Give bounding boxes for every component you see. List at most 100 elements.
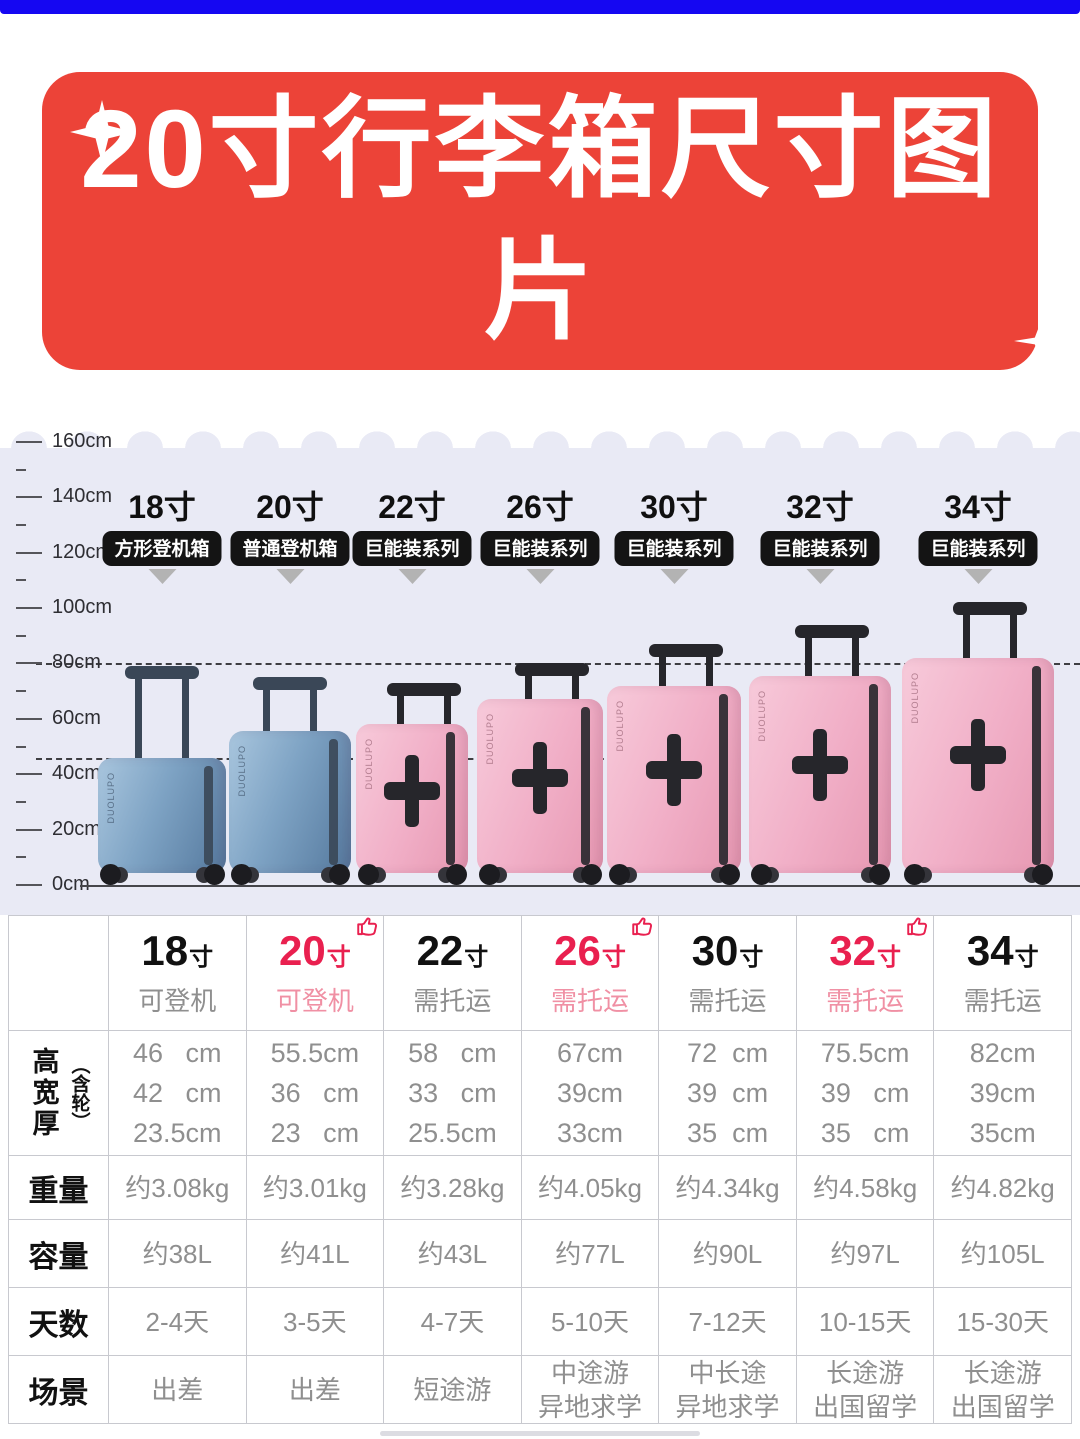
ruler-tick	[16, 440, 42, 443]
cell-value: 约90L	[692, 1238, 763, 1269]
size-comparison-table: 18 寸可登机 20 寸可登机 22 寸需托运 26 寸需托运 30 寸需托运 32 寸需托运 34 寸需…	[8, 915, 1072, 1424]
cell-value: 出差	[288, 1374, 341, 1405]
table-cell: 长途游 出国留学	[934, 1356, 1072, 1424]
pointer-triangle-icon	[805, 569, 834, 584]
brand-logo: DUOLUPO	[106, 771, 116, 824]
ruler-tick-label: 20cm	[52, 817, 101, 840]
pointer-triangle-icon	[275, 569, 304, 584]
luggage-handle-bar	[182, 672, 189, 780]
size-label-32寸: 32寸 巨能装系列	[760, 488, 880, 584]
series-pill: 巨能装系列	[480, 531, 600, 566]
cell-value: 约97L	[830, 1238, 900, 1269]
table-cell-dimensions: 75.5cm 39 cm 35 cm	[796, 1031, 935, 1156]
series-pill: 方形登机箱	[102, 531, 222, 566]
luggage-zip-trim	[204, 765, 213, 865]
ruler-tick-label: 40cm	[52, 762, 101, 785]
row-label-text: 场景	[28, 1376, 89, 1410]
dimension-values: 67cm 39cm 33cm	[556, 1038, 623, 1148]
scallop-border	[0, 426, 1080, 448]
cell-value: 2-4天	[145, 1306, 210, 1337]
luggage-handle-grip	[795, 624, 869, 638]
luggage-handle-bar	[135, 672, 142, 780]
luggage-zip-trim	[446, 732, 455, 865]
status-bar	[0, 0, 1080, 14]
luggage-wheel	[99, 864, 121, 885]
size-label-20寸: 20寸 普通登机箱	[230, 488, 350, 584]
table-cell: 4-7天	[384, 1288, 522, 1356]
pointer-triangle-icon	[147, 569, 176, 584]
ruler-tick	[16, 634, 26, 637]
size-label-26寸: 26寸 巨能装系列	[480, 488, 600, 584]
row-label-text: 天数	[28, 1308, 89, 1342]
column-header-34寸: 34 寸需托运	[934, 916, 1072, 1031]
cell-value: 约4.05kg	[537, 1172, 643, 1203]
luggage-handle-bar	[1010, 608, 1017, 680]
table-cell: 2-4天	[109, 1288, 247, 1356]
ruler-tick-label: 0cm	[52, 873, 90, 895]
page-title-line2: 片	[483, 230, 597, 353]
cell-value: 3-5天	[283, 1306, 347, 1337]
luggage-handle-grip	[515, 663, 589, 677]
column-header-22寸: 22 寸需托运	[384, 916, 522, 1031]
luggage-wheel	[328, 864, 350, 885]
table-cell: 长途游 出国留学	[796, 1356, 935, 1424]
luggage-front-handle	[646, 760, 702, 779]
cell-value: 约105L	[960, 1238, 1045, 1269]
ruler-tick	[16, 496, 42, 499]
ruler-tick	[16, 607, 42, 609]
table-cell-dimensions: 58 cm 33 cm 25.5cm	[384, 1031, 522, 1156]
sparkle-icon	[1014, 324, 1066, 358]
cell-value: 5-10天	[550, 1306, 630, 1337]
ruler-tick	[16, 717, 42, 720]
brand-logo: DUOLUPO	[485, 713, 495, 765]
ruler-tick-label: 100cm	[52, 596, 113, 618]
size-label-30寸: 30寸 巨能装系列	[614, 488, 734, 584]
luggage-handle-grip	[387, 682, 461, 696]
table-cell: 约90L	[659, 1220, 797, 1288]
cell-value: 约43L	[417, 1238, 488, 1269]
table-cell-dimensions: 67cm 39cm 33cm	[521, 1031, 660, 1156]
thumbs-up-icon	[356, 917, 377, 936]
dimension-values: 46 cm 42 cm 23.5cm	[133, 1038, 222, 1148]
ruler-tick	[16, 828, 42, 831]
luggage-handle-grip	[953, 602, 1027, 616]
size-name: 34寸	[944, 489, 1012, 525]
brand-logo: DUOLUPO	[364, 738, 374, 790]
cell-value: 长途游 出国留学	[813, 1357, 918, 1422]
luggage-zip-trim	[719, 693, 728, 865]
row-label: 容量	[9, 1220, 109, 1288]
row-label-dimensions: 高宽厚 （含轮）	[9, 1031, 109, 1156]
table-cell-dimensions: 55.5cm 36 cm 23 cm	[246, 1031, 385, 1156]
table-cell: 约41L	[246, 1220, 385, 1288]
thumbs-up-icon	[632, 917, 652, 936]
ground-line	[80, 885, 1080, 887]
cell-value: 短途游	[413, 1374, 492, 1405]
table-cell: 7-12天	[659, 1288, 797, 1356]
pointer-triangle-icon	[525, 569, 554, 584]
table-cell: 约4.58kg	[796, 1156, 935, 1220]
luggage-handle-bar	[525, 669, 532, 722]
table-cell: 约105L	[934, 1220, 1072, 1288]
dimension-values: 82cm 39cm 35cm	[969, 1038, 1036, 1148]
size-label-18寸: 18寸 方形登机箱	[102, 488, 222, 584]
luggage-zip-trim	[869, 683, 878, 865]
cell-value: 中途游 异地求学	[537, 1357, 642, 1422]
table-cell: 约3.28kg	[384, 1156, 522, 1220]
size-name: 20寸	[256, 489, 324, 525]
luggage-handle-bar	[706, 650, 713, 708]
cell-value: 约3.01kg	[262, 1172, 367, 1203]
luggage-front-handle	[950, 745, 1006, 764]
brand-logo: DUOLUPO	[910, 671, 920, 724]
brand-logo: DUOLUPO	[615, 699, 625, 752]
dim-label-text: 高宽厚	[28, 1046, 59, 1140]
cell-value: 约41L	[280, 1238, 350, 1269]
brand-logo: DUOLUPO	[757, 689, 767, 742]
table-cell: 约97L	[796, 1220, 935, 1288]
luggage-handle-bar	[852, 630, 859, 698]
cell-value: 10-15天	[818, 1306, 912, 1337]
size-name: 30寸	[640, 489, 708, 525]
luggage-handle-grip	[649, 644, 723, 657]
table-cell: 约77L	[521, 1220, 660, 1288]
table-cell-dimensions: 46 cm 42 cm 23.5cm	[109, 1031, 247, 1156]
ruler-tick-label: 80cm	[52, 651, 101, 674]
